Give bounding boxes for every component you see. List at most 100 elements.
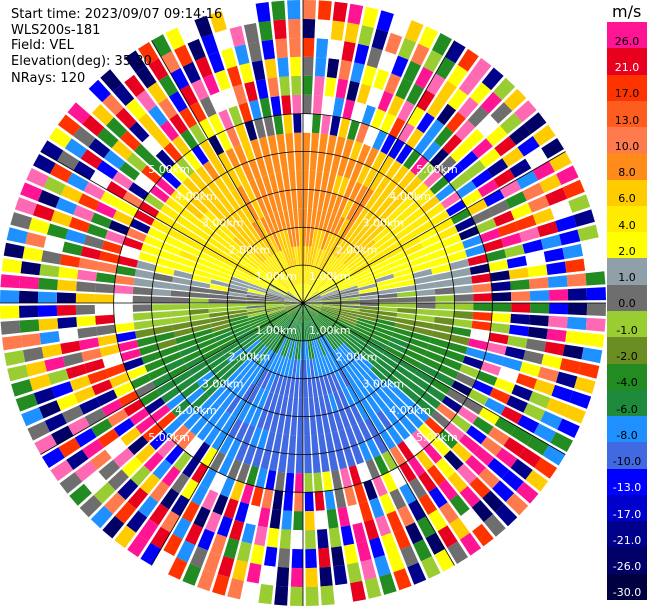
ray-gate [14,197,37,216]
ray-gate [358,501,374,522]
ray-gate [103,149,126,170]
ray-gate [358,421,372,441]
ray-gate [303,300,322,303]
ray-gate [227,459,242,480]
ray-gate [294,246,299,266]
ray-gate [459,486,481,508]
ray-gate [90,212,112,229]
ray-gate [451,267,472,278]
ray-gate [241,255,259,270]
ray-gate [252,345,268,362]
ppi-plot: 1.00km1.00km1.00km1.00km2.00km2.00km2.00… [0,0,606,606]
ray-gate [0,290,20,303]
ray-gate [77,326,98,339]
ray-gate [341,246,357,263]
ray-gate [220,172,236,192]
ray-gate [66,172,89,192]
ray-gate [96,324,116,336]
ray-gate [465,347,486,360]
ray-gate [134,143,155,164]
ray-gate [525,148,548,169]
ray-gate [263,116,275,137]
colorbar-cell [607,468,647,496]
ray-gate [399,483,417,505]
ray-gate [284,303,303,305]
ray-gate [326,173,337,193]
ray-gate [347,120,360,141]
ray-gate [261,488,274,509]
ray-gate [228,312,248,319]
ray-gate [249,99,262,121]
ray-gate [295,151,302,171]
ray-gate [421,234,441,248]
ray-gate [421,356,442,371]
ray-gate [321,306,341,311]
ray-gate [567,303,588,316]
ray-gate [311,319,322,337]
ray-gate [59,254,81,268]
ray-gate [193,268,213,279]
ray-gate [269,284,287,295]
ray-gate [303,303,317,317]
ray-gate [401,236,421,251]
ray-gate [418,471,437,493]
ray-gate [318,395,327,416]
ray-gate [65,363,87,380]
ray-gate [294,132,302,152]
ray-gate [106,117,128,139]
ray-gate [322,334,334,352]
ray-gate [546,328,567,342]
ray-gate [410,43,430,66]
ray-gate [319,284,337,295]
ray-gate [227,168,242,189]
ray-gate [112,83,135,106]
ray-gate [320,308,339,317]
ray-gate [247,224,262,242]
ray-gate [174,44,193,67]
ray-gate [228,418,243,438]
ray-gate [299,227,303,247]
ray-gate [255,177,267,197]
ray-gate [383,209,401,227]
ray-gate [267,257,281,274]
ray-gate [247,311,267,318]
ray-gate [207,181,225,200]
ray-gate [297,189,303,209]
ray-gate [305,246,309,266]
ray-gate [340,300,360,303]
range-ring-label: 1.00km [309,324,351,337]
ray-gate [369,537,385,559]
ray-gate [483,189,505,207]
ray-gate [228,284,248,292]
ray-gate [416,516,436,539]
ray-gate [134,269,155,280]
ray-gate [321,253,334,271]
ray-gate [154,265,175,276]
ray-gate [205,511,222,533]
ray-gate [197,337,217,350]
ray-gate [467,254,488,266]
ray-gate [285,190,293,210]
ray-gate [148,58,169,81]
ray-gate [91,379,113,396]
ray-gate [332,194,343,215]
ray-gate [202,346,221,360]
ray-gate [18,290,39,303]
ray-gate [315,274,330,290]
ray-gate [57,317,77,329]
colorbar-tick-label: -21.0 [612,533,642,547]
ray-gate [75,293,95,303]
ray-gate [350,404,364,424]
ray-gate [269,353,280,373]
ray-gate [483,238,504,253]
ray-gate [343,543,359,565]
ray-gate [185,202,204,220]
ray-gate [247,309,266,315]
ray-gate [234,44,250,66]
ray-gate [344,22,360,44]
ray-gate [171,221,192,237]
ray-gate [135,443,156,464]
ray-gate [361,65,377,87]
ray-gate [223,537,240,560]
ray-gate [317,0,332,21]
